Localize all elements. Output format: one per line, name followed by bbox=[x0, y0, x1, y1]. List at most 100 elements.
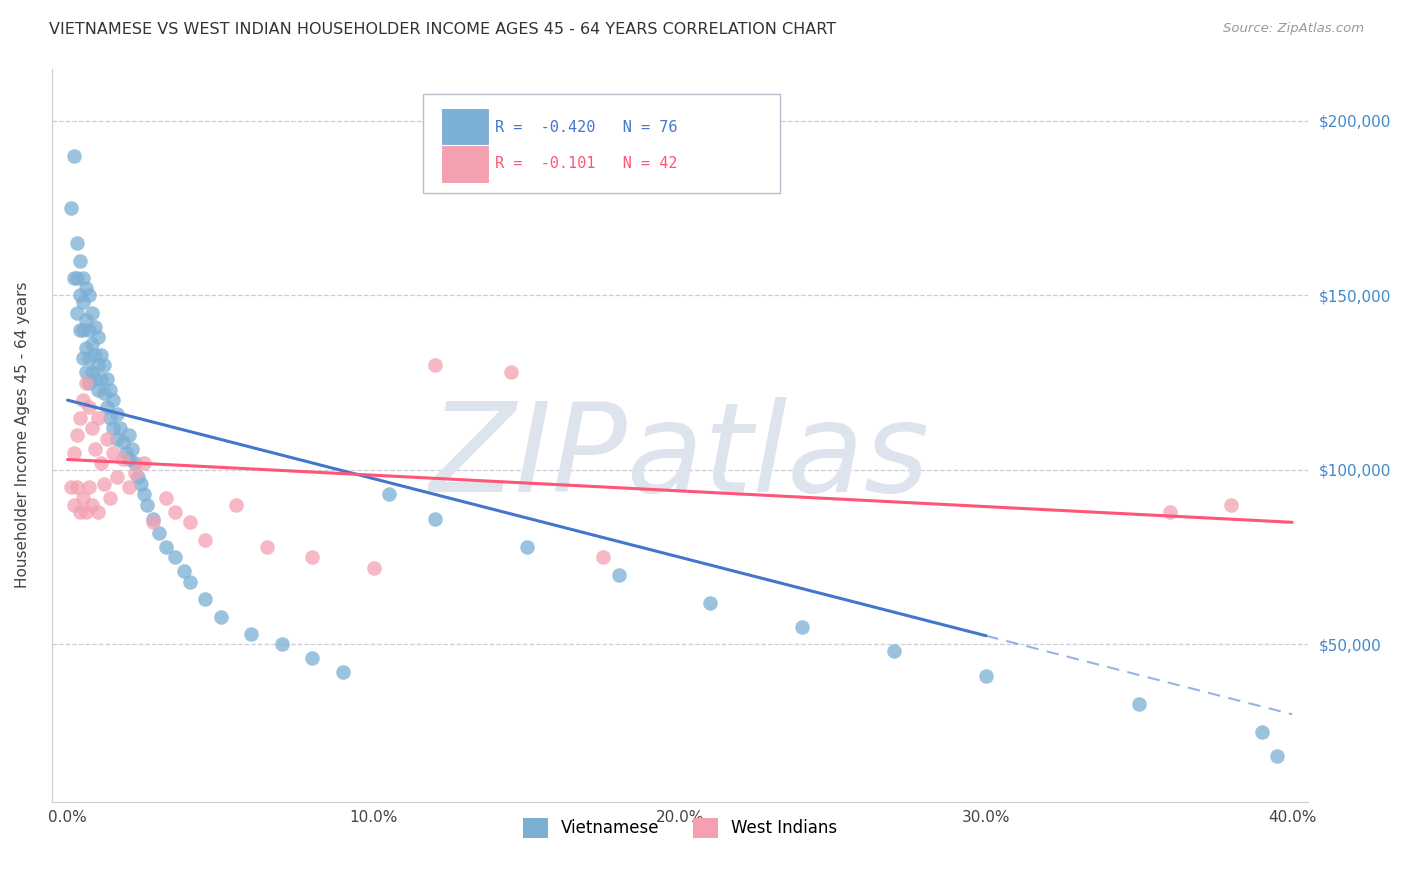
Point bbox=[194, 533, 217, 547]
Point bbox=[84, 442, 107, 456]
Point bbox=[118, 428, 141, 442]
Point bbox=[155, 491, 177, 505]
Point bbox=[103, 421, 125, 435]
Text: R =  -0.420   N = 76: R = -0.420 N = 76 bbox=[495, 120, 678, 135]
Point bbox=[66, 271, 89, 285]
Point bbox=[87, 410, 110, 425]
Point bbox=[163, 550, 186, 565]
Point bbox=[66, 306, 89, 320]
Point bbox=[1220, 498, 1243, 512]
Point bbox=[118, 480, 141, 494]
Point bbox=[1265, 749, 1288, 764]
Point bbox=[90, 348, 112, 362]
Point bbox=[332, 665, 354, 680]
Point bbox=[62, 498, 84, 512]
Point bbox=[69, 288, 91, 302]
Point bbox=[72, 351, 94, 366]
Point bbox=[80, 365, 103, 379]
Point bbox=[69, 410, 91, 425]
Point bbox=[108, 421, 131, 435]
Point bbox=[883, 644, 905, 658]
Point bbox=[132, 487, 155, 501]
Point bbox=[75, 376, 97, 390]
Point bbox=[77, 351, 100, 366]
Point bbox=[72, 295, 94, 310]
Point bbox=[66, 235, 89, 250]
Point bbox=[75, 313, 97, 327]
Point bbox=[59, 201, 82, 215]
Point bbox=[136, 498, 159, 512]
Point bbox=[179, 574, 201, 589]
Point bbox=[59, 480, 82, 494]
Point bbox=[103, 445, 125, 459]
Point bbox=[240, 627, 263, 641]
Point bbox=[256, 540, 278, 554]
Point bbox=[72, 491, 94, 505]
Point bbox=[77, 400, 100, 414]
Point bbox=[607, 567, 630, 582]
Point bbox=[516, 540, 538, 554]
Point bbox=[90, 372, 112, 386]
Point bbox=[72, 393, 94, 408]
Point bbox=[423, 512, 446, 526]
Point bbox=[127, 470, 149, 484]
Point bbox=[100, 410, 122, 425]
Point bbox=[194, 592, 217, 607]
Point bbox=[100, 383, 122, 397]
Point bbox=[75, 365, 97, 379]
Text: VIETNAMESE VS WEST INDIAN HOUSEHOLDER INCOME AGES 45 - 64 YEARS CORRELATION CHAR: VIETNAMESE VS WEST INDIAN HOUSEHOLDER IN… bbox=[49, 22, 837, 37]
Point bbox=[1128, 697, 1150, 711]
Point bbox=[124, 456, 146, 470]
Point bbox=[270, 638, 292, 652]
Point bbox=[209, 609, 232, 624]
Point bbox=[66, 428, 89, 442]
Point bbox=[90, 456, 112, 470]
Point bbox=[84, 319, 107, 334]
Point bbox=[792, 620, 814, 634]
Text: ZIPatlas: ZIPatlas bbox=[430, 397, 929, 517]
Point bbox=[75, 505, 97, 519]
Point bbox=[111, 452, 134, 467]
Point bbox=[84, 348, 107, 362]
FancyBboxPatch shape bbox=[441, 145, 489, 183]
Point bbox=[80, 498, 103, 512]
Point bbox=[87, 330, 110, 344]
Point bbox=[378, 487, 401, 501]
Point bbox=[301, 550, 323, 565]
Point bbox=[129, 477, 152, 491]
Point bbox=[75, 341, 97, 355]
Point bbox=[1159, 505, 1181, 519]
Point bbox=[96, 432, 118, 446]
Point bbox=[100, 491, 122, 505]
Point bbox=[301, 651, 323, 665]
Point bbox=[62, 271, 84, 285]
Point bbox=[592, 550, 614, 565]
Point bbox=[105, 470, 128, 484]
Point bbox=[114, 445, 136, 459]
Point bbox=[87, 358, 110, 372]
Point bbox=[155, 540, 177, 554]
Point bbox=[84, 372, 107, 386]
Point bbox=[87, 505, 110, 519]
Text: R =  -0.101   N = 42: R = -0.101 N = 42 bbox=[495, 156, 678, 171]
FancyBboxPatch shape bbox=[423, 95, 780, 194]
Point bbox=[699, 596, 721, 610]
Point bbox=[66, 480, 89, 494]
Point bbox=[121, 442, 143, 456]
Point bbox=[93, 358, 115, 372]
Point bbox=[974, 669, 997, 683]
Point bbox=[96, 400, 118, 414]
Point bbox=[1250, 724, 1272, 739]
Point bbox=[80, 421, 103, 435]
Point bbox=[69, 323, 91, 337]
Point bbox=[118, 452, 141, 467]
Point bbox=[62, 445, 84, 459]
Point bbox=[225, 498, 247, 512]
Legend: Vietnamese, West Indians: Vietnamese, West Indians bbox=[516, 811, 844, 845]
Point bbox=[77, 480, 100, 494]
Point bbox=[124, 467, 146, 481]
Point bbox=[163, 505, 186, 519]
Point bbox=[132, 456, 155, 470]
Point bbox=[80, 337, 103, 351]
Point bbox=[142, 516, 165, 530]
